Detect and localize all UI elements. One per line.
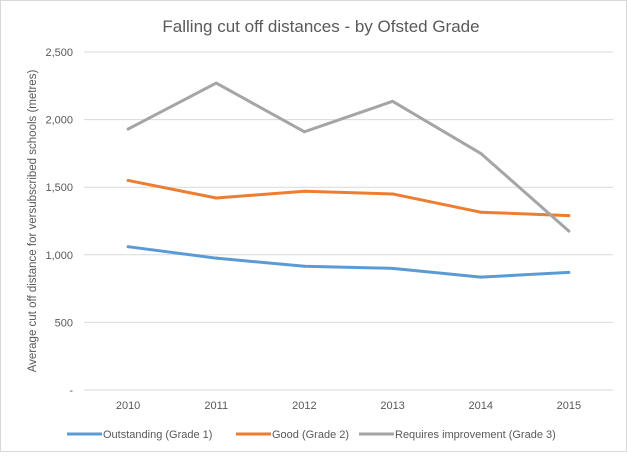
legend-label: Good (Grade 2) xyxy=(272,429,349,441)
legend-label: Requires improvement (Grade 3) xyxy=(395,429,556,441)
data-point xyxy=(214,196,218,200)
legend-item: Good (Grade 2) xyxy=(236,429,349,441)
series-line-2 xyxy=(127,81,570,233)
series-lines xyxy=(126,81,571,279)
y-tick-label: 500 xyxy=(55,317,73,329)
x-tick-label: 2015 xyxy=(557,400,581,412)
data-point xyxy=(391,99,395,103)
data-point xyxy=(479,210,483,214)
y-tick-label: 1,000 xyxy=(45,250,73,262)
data-point xyxy=(302,264,306,268)
x-tick-label: 2010 xyxy=(116,400,140,412)
series-line-1 xyxy=(127,178,569,218)
x-tick-label: 2011 xyxy=(204,400,228,412)
data-point xyxy=(391,192,395,196)
data-point xyxy=(479,275,483,279)
series-line-0 xyxy=(127,245,569,279)
data-point xyxy=(567,214,571,218)
legend-item: Outstanding (Grade 1) xyxy=(67,429,212,441)
data-point xyxy=(302,130,306,134)
gridlines xyxy=(84,51,613,391)
y-axis-ticks: - 500 1,000 1,500 2,000 2,500 xyxy=(45,47,73,397)
x-tick-label: 2014 xyxy=(469,400,493,412)
data-point xyxy=(567,270,571,274)
legend-item: Requires improvement (Grade 3) xyxy=(359,429,556,441)
y-axis-label: Average cut off distance for versubscrib… xyxy=(27,70,39,373)
x-axis-ticks: 2010 2011 2012 2013 2014 2015 xyxy=(116,400,581,412)
y-tick-label: - xyxy=(69,385,73,397)
chart-title: Falling cut off distances - by Ofsted Gr… xyxy=(162,17,479,36)
data-point xyxy=(126,245,130,249)
data-point xyxy=(126,178,130,182)
data-point xyxy=(302,189,306,193)
y-tick-label: 2,000 xyxy=(45,115,73,127)
x-tick-label: 2012 xyxy=(292,400,316,412)
data-point xyxy=(214,256,218,260)
data-point xyxy=(567,229,571,233)
legend-label: Outstanding (Grade 1) xyxy=(103,429,212,441)
y-tick-label: 2,500 xyxy=(45,47,73,59)
legend: Outstanding (Grade 1) Good (Grade 2) Requi… xyxy=(67,429,556,441)
y-tick-label: 1,500 xyxy=(45,182,73,194)
data-point xyxy=(391,266,395,270)
x-tick-label: 2013 xyxy=(380,400,404,412)
data-point xyxy=(214,81,218,85)
data-point xyxy=(126,127,130,131)
data-point xyxy=(479,151,483,155)
